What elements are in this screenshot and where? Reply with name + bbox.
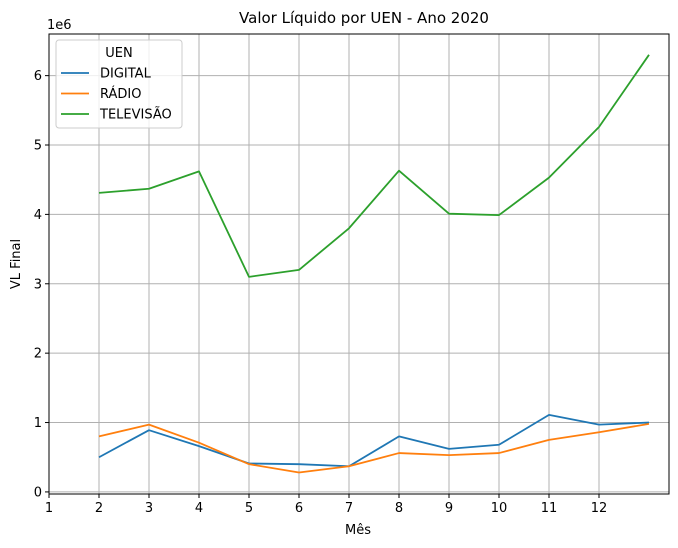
legend-title: UEN — [105, 46, 132, 61]
y-tick-label: 4 — [34, 208, 42, 223]
legend-label-radio: RÁDIO — [100, 86, 141, 102]
grid — [48, 34, 669, 494]
x-tick-label: 8 — [395, 501, 403, 516]
legend-items: DIGITAL RÁDIO TELEVISÃO — [61, 67, 172, 123]
y-tick-label: 3 — [34, 277, 42, 292]
x-axis-label: Mês — [345, 523, 371, 538]
x-axis-ticks: 1 2 3 4 5 6 7 8 9 10 11 12 — [45, 494, 607, 516]
y-tick-label: 5 — [34, 139, 42, 154]
plot-frame — [48, 33, 670, 495]
series-line-televisao — [98, 54, 650, 278]
chart-title: Valor Líquido por UEN - Ano 2020 — [239, 9, 489, 27]
x-tick-label: 4 — [195, 501, 203, 516]
y-axis-multiplier: 1e6 — [47, 18, 72, 33]
y-tick-label: 1 — [34, 416, 42, 431]
x-tick-label: 11 — [541, 501, 558, 516]
legend: UEN DIGITAL RÁDIO TELEVISÃO — [55, 39, 183, 129]
y-tick-label: 0 — [34, 485, 42, 500]
x-tick-label: 7 — [345, 501, 353, 516]
series-line-digital — [98, 413, 650, 468]
x-tick-label: 12 — [591, 501, 608, 516]
y-tick-label: 6 — [34, 69, 42, 84]
y-tick-label: 2 — [34, 347, 42, 362]
legend-label-digital: DIGITAL — [100, 67, 152, 82]
y-axis-ticks: 0 1 2 3 4 5 6 — [34, 69, 49, 500]
x-tick-label: 10 — [491, 501, 508, 516]
legend-box — [55, 39, 183, 129]
x-tick-label: 6 — [295, 501, 303, 516]
x-tick-label: 5 — [245, 501, 253, 516]
y-axis-label: VL Final — [9, 239, 24, 289]
series-lines — [98, 54, 650, 474]
x-tick-label: 1 — [45, 501, 53, 516]
series-line-radio — [98, 423, 650, 474]
x-tick-label: 9 — [445, 501, 453, 516]
x-tick-label: 2 — [95, 501, 103, 516]
x-tick-label: 3 — [145, 501, 153, 516]
legend-label-televisao: TELEVISÃO — [99, 107, 172, 123]
